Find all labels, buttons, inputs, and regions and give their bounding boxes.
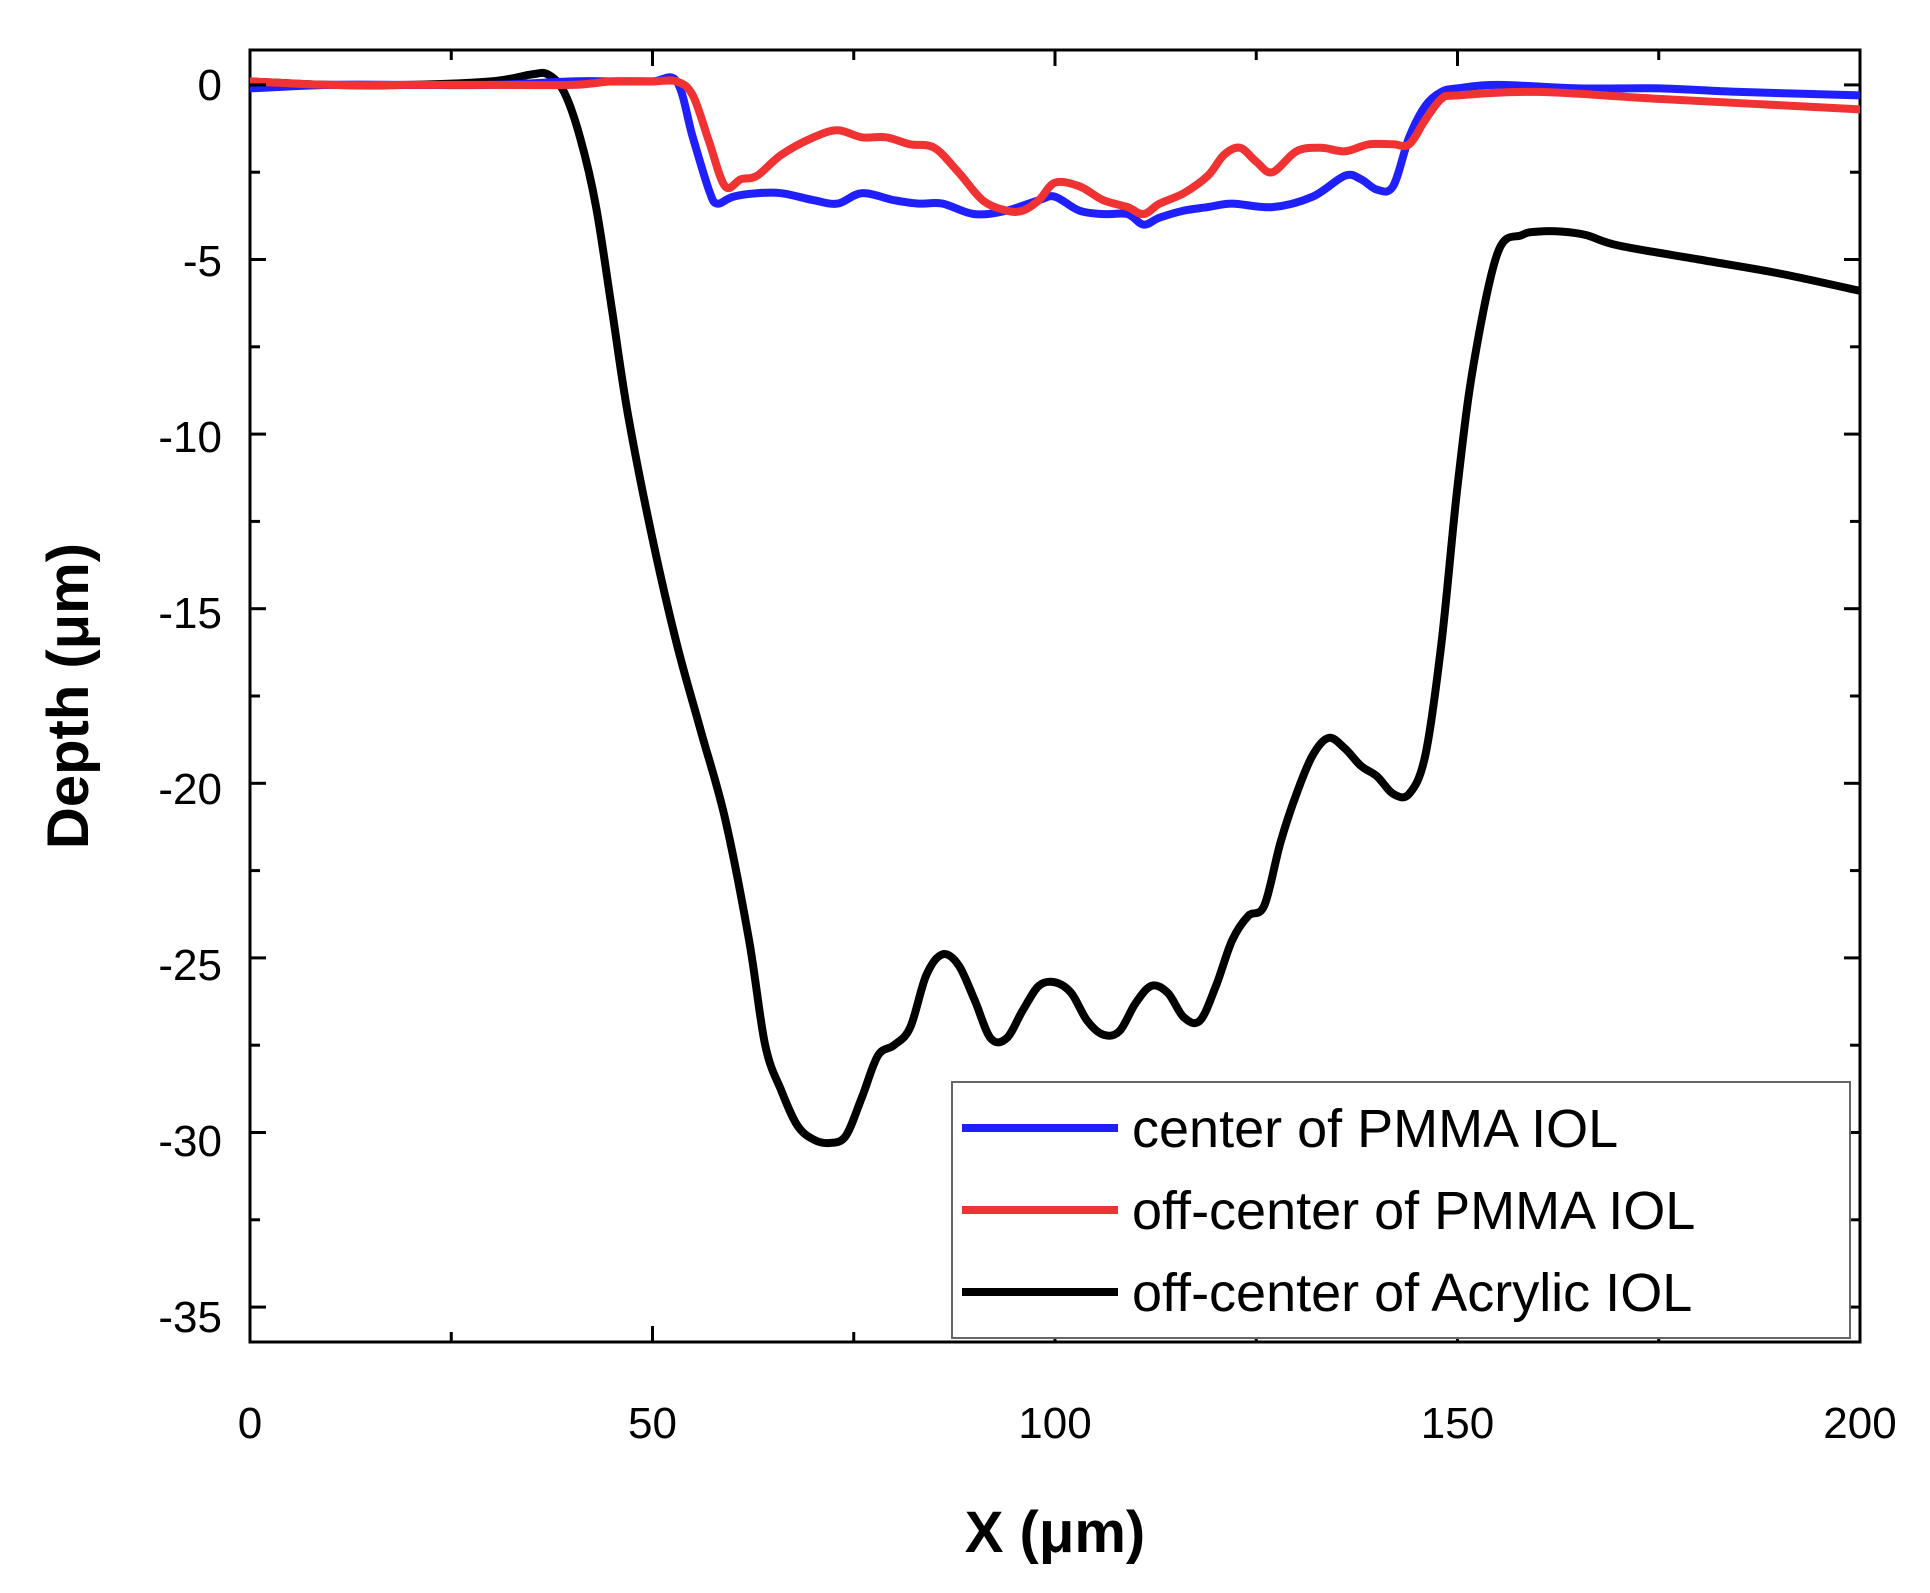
- y-tick-label: -10: [158, 413, 222, 462]
- y-tick-label: -25: [158, 941, 222, 990]
- x-tick-label: 0: [238, 1399, 262, 1448]
- y-tick-label: -20: [158, 765, 222, 814]
- x-tick-label: 100: [1018, 1399, 1091, 1448]
- series-layer: [250, 68, 1860, 1148]
- y-axis-title: Depth (μm): [36, 543, 101, 849]
- x-tick-label: 150: [1421, 1399, 1494, 1448]
- x-axis-title: X (μm): [965, 1500, 1146, 1565]
- y-tick-label: -15: [158, 589, 222, 638]
- x-tick-label: 200: [1823, 1399, 1896, 1448]
- legend: center of PMMA IOL off-center of PMMA IO…: [951, 1081, 1851, 1339]
- y-tick-labels: 0 -5 -10 -15 -20 -25 -30 -35: [158, 61, 222, 1342]
- x-tick-label: 50: [628, 1399, 677, 1448]
- legend-label-center-pmma: center of PMMA IOL: [1132, 1099, 1618, 1159]
- y-tick-label: -30: [158, 1117, 222, 1166]
- legend-label-off-center-pmma: off-center of PMMA IOL: [1132, 1181, 1695, 1241]
- x-tick-labels: 0 50 100 150 200: [238, 1399, 1897, 1448]
- y-tick-label: -35: [158, 1293, 222, 1342]
- series-line-1: [250, 76, 1860, 219]
- y-tick-label: -5: [183, 237, 222, 286]
- y-tick-label: 0: [198, 61, 222, 110]
- series-line-2: [250, 68, 1860, 1148]
- legend-label-off-center-acrylic: off-center of Acrylic IOL: [1132, 1263, 1692, 1323]
- series-line-0: [250, 73, 1860, 229]
